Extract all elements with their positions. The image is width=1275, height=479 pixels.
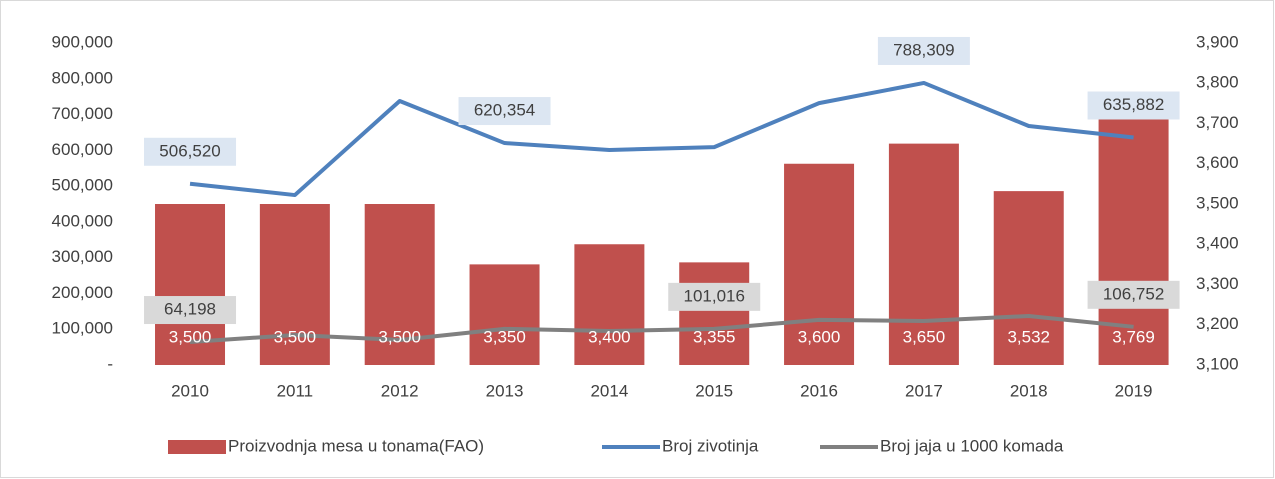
data-label: 3,500 bbox=[169, 327, 212, 346]
x-tick-label: 2019 bbox=[1115, 381, 1153, 400]
y-tick-label: 200,000 bbox=[52, 283, 113, 302]
y2-tick-label: 3,300 bbox=[1196, 274, 1239, 293]
data-label: 3,350 bbox=[483, 327, 526, 346]
y-tick-label: 300,000 bbox=[52, 247, 113, 266]
y-tick-label: 800,000 bbox=[52, 68, 113, 87]
y2-tick-label: 3,600 bbox=[1196, 153, 1239, 172]
bar bbox=[993, 191, 1064, 365]
y2-tick-label: 3,900 bbox=[1196, 32, 1239, 51]
y2-tick-label: 3,200 bbox=[1196, 314, 1239, 333]
y2-tick-label: 3,800 bbox=[1196, 73, 1239, 92]
x-tick-label: 2016 bbox=[800, 381, 838, 400]
data-label: 3,500 bbox=[378, 327, 421, 346]
data-label-box bbox=[1087, 91, 1180, 120]
y-tick-label: 400,000 bbox=[52, 211, 113, 230]
data-label: 3,769 bbox=[1112, 327, 1155, 346]
x-tick-label: 2010 bbox=[171, 381, 209, 400]
x-tick-label: 2013 bbox=[486, 381, 524, 400]
y-tick-label: 500,000 bbox=[52, 176, 113, 195]
data-label-box bbox=[1087, 280, 1180, 309]
bar bbox=[469, 264, 540, 365]
legend-label: Broj jaja u 1000 komada bbox=[880, 436, 1064, 455]
y2-tick-label: 3,700 bbox=[1196, 113, 1239, 132]
data-label-box bbox=[144, 296, 237, 325]
line bbox=[189, 80, 1134, 198]
bar bbox=[155, 204, 226, 365]
legend-label: Broj zivotinja bbox=[662, 436, 759, 455]
x-tick-label: 2014 bbox=[590, 381, 628, 400]
y2-tick-label: 3,100 bbox=[1196, 354, 1239, 373]
legend-swatch bbox=[168, 440, 226, 454]
legend-label: Proizvodnja mesa u tonama(FAO) bbox=[228, 436, 484, 455]
x-tick-label: 2012 bbox=[381, 381, 419, 400]
bar bbox=[679, 262, 750, 365]
bar bbox=[1098, 95, 1169, 365]
line bbox=[189, 313, 1134, 345]
data-label: 3,400 bbox=[588, 327, 631, 346]
y2-tick-label: 3,500 bbox=[1196, 193, 1239, 212]
y-tick-label: 600,000 bbox=[52, 140, 113, 159]
x-tick-label: 2015 bbox=[695, 381, 733, 400]
data-label: 3,600 bbox=[798, 327, 841, 346]
y-tick-label: 900,000 bbox=[52, 32, 113, 51]
y-tick-label: - bbox=[107, 354, 113, 373]
data-label: 788,309 bbox=[893, 40, 954, 59]
bar bbox=[888, 143, 959, 365]
y-tick-label: 700,000 bbox=[52, 104, 113, 123]
y-tick-label: 100,000 bbox=[52, 319, 113, 338]
x-tick-label: 2011 bbox=[277, 381, 314, 400]
data-label-box bbox=[668, 282, 761, 311]
x-tick-label: 2017 bbox=[905, 381, 943, 400]
data-label-box bbox=[458, 97, 551, 126]
data-label: 635,882 bbox=[1103, 95, 1164, 114]
data-label: 620,354 bbox=[474, 101, 535, 120]
data-label-box bbox=[877, 36, 970, 65]
data-label-box bbox=[144, 137, 237, 166]
data-label: 506,520 bbox=[159, 141, 220, 160]
data-label: 101,016 bbox=[683, 286, 744, 305]
data-label: 3,650 bbox=[903, 327, 946, 346]
bar bbox=[574, 244, 645, 365]
data-label: 64,198 bbox=[164, 300, 216, 319]
data-label: 3,532 bbox=[1007, 327, 1050, 346]
data-label: 106,752 bbox=[1103, 284, 1164, 303]
data-label: 3,500 bbox=[274, 327, 317, 346]
x-tick-label: 2018 bbox=[1010, 381, 1048, 400]
bar bbox=[784, 163, 855, 365]
data-label: 3,355 bbox=[693, 327, 736, 346]
y2-tick-label: 3,400 bbox=[1196, 234, 1239, 253]
